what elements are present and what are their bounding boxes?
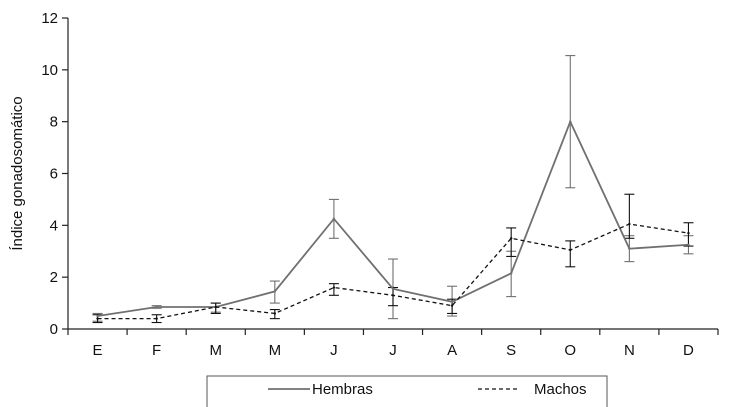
data-point [509,237,513,240]
data-point [569,248,572,252]
y-tick-label: 12 [41,10,58,27]
x-tick-label: M [269,342,282,359]
error-bars [92,55,694,324]
y-tick-label: 2 [50,269,58,286]
data-point [332,286,336,289]
data-point [96,314,99,318]
y-tick-label: 10 [41,62,58,79]
axes [62,17,719,335]
legend-box [206,375,608,407]
axis-labels: 0 2 4 6 8 10 12 E F M M J J A S O N D Índice gonadosomátic… [9,10,694,359]
data-point [273,312,277,315]
data-point [687,243,690,246]
data-point [569,120,572,123]
legend: Hembras Machos [206,375,608,407]
y-tick-label: 8 [50,114,58,131]
x-tick-label: S [506,342,516,359]
legend-label: Machos [534,381,587,398]
legend-label: Hembras [312,381,373,398]
data-point [214,305,217,309]
x-tick-label: E [93,342,103,359]
y-axis-label: Índice gonadosomático [9,96,26,250]
data-point [628,222,631,226]
y-tick-label: 0 [50,321,58,338]
y-tick-label: 6 [50,166,58,183]
data-point [509,272,513,275]
x-tick-label: N [624,342,635,359]
y-tick-label: 4 [50,217,58,234]
data-point [332,217,336,221]
x-tick-label: O [564,342,576,359]
data-point [273,290,277,293]
x-tick-label: D [683,342,694,359]
series-lines [96,119,690,320]
data-point [391,287,395,291]
data-point [628,247,631,250]
x-tick-label: A [447,342,457,359]
data-point [96,317,99,320]
data-point [450,300,454,303]
x-tick-label: F [152,342,161,359]
data-point [391,294,395,297]
data-point [155,317,158,320]
x-tick-label: J [389,342,397,359]
data-point [687,231,690,235]
x-tick-label: J [330,342,338,359]
data-point [155,305,158,309]
x-tick-label: M [209,342,222,359]
data-point [450,304,454,307]
